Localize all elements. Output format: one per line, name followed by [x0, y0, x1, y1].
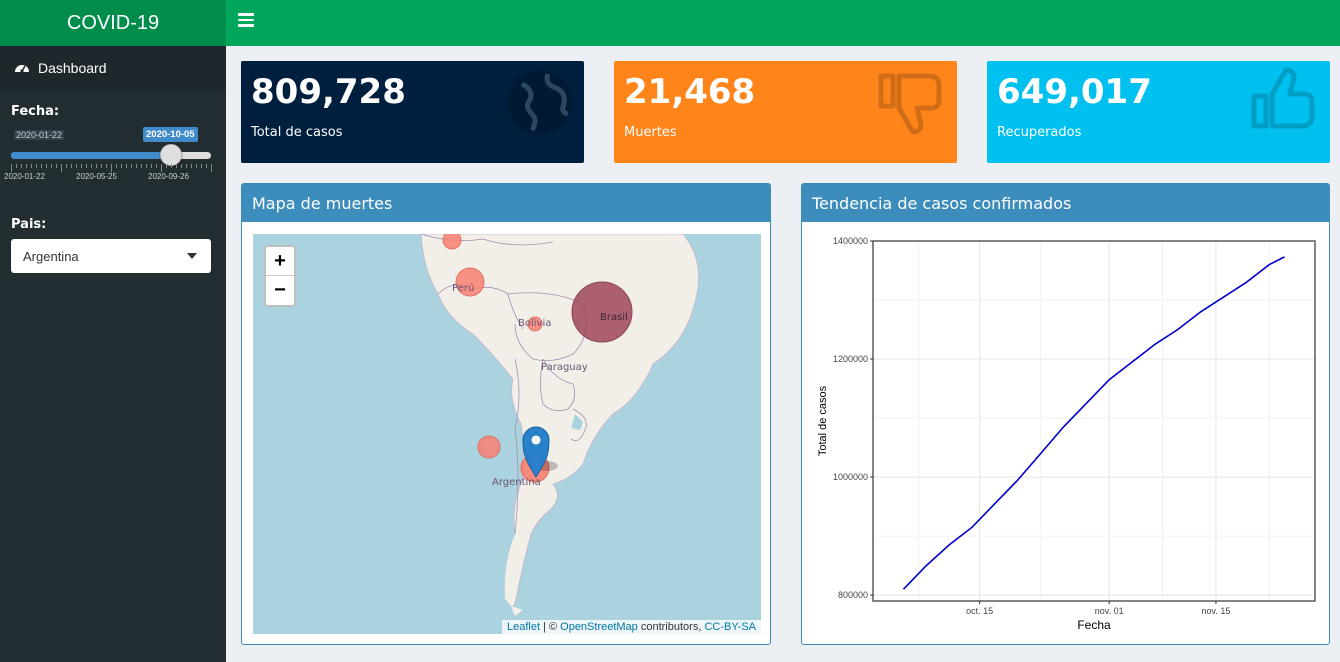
country-label: Argentina [492, 477, 541, 488]
chevron-down-icon [187, 253, 197, 259]
trend-chart: 800000 1000000 1200000 1400000 oct. 15 nov. 0… [817, 236, 1316, 632]
attribution-sep: | © [540, 621, 561, 633]
osm-link[interactable]: OpenStreetMap [560, 621, 638, 633]
deaths-label: Muertes [624, 125, 677, 140]
total-cases-box: 809,728 Total de casos [241, 61, 584, 163]
sidebar-toggle-icon[interactable] [238, 13, 254, 29]
country-label: Paraguay [541, 362, 588, 373]
license-link[interactable]: CC-BY-SA [704, 621, 756, 633]
date-filter-label: Fecha: [11, 104, 60, 119]
y-tick-label: 1400000 [833, 236, 868, 246]
zoom-out-button[interactable]: − [274, 279, 286, 301]
x-tick-label: nov. 01 [1095, 606, 1124, 616]
slider-track[interactable] [11, 152, 211, 159]
plot-area [873, 241, 1315, 601]
leaflet-map[interactable]: Perú Bolivia Brasil Paraguay Argentina +… [253, 234, 761, 634]
app-logo: COVID-19 [0, 0, 226, 46]
slider-current-label: 2020-10-05 [143, 127, 198, 142]
deaths-value: 21,468 [624, 72, 756, 112]
thumbs-up-icon [1251, 67, 1315, 129]
slider-grid-label: 2020-09-26 [148, 172, 189, 181]
x-tick-label: oct. 15 [966, 606, 993, 616]
slider-min-label: 2020-01-22 [14, 130, 65, 140]
sidebar-item-dashboard[interactable]: Dashboard [0, 46, 226, 90]
country-label: Brasil [600, 312, 628, 323]
date-slider[interactable]: 2020-01-22 2020-10-05 2020-01-22 2020-05… [0, 124, 226, 184]
country-select-value: Argentina [23, 249, 79, 264]
slider-ticks [11, 164, 212, 174]
attribution-text: contributors, [637, 621, 705, 633]
sidebar: Dashboard Fecha: 2020-01-22 2020-10-05 2… [0, 46, 226, 662]
recovered-box: 649,017 Recuperados [987, 61, 1330, 163]
y-tick-label: 1000000 [833, 472, 868, 482]
zoom-in-button[interactable]: + [266, 247, 294, 276]
deaths-box: 21,468 Muertes [614, 61, 957, 163]
total-cases-value: 809,728 [251, 72, 406, 112]
sidebar-item-label: Dashboard [38, 60, 107, 76]
chart-panel-title: Tendencia de casos confirmados [802, 184, 1329, 222]
globe-icon [508, 70, 572, 134]
leaflet-link[interactable]: Leaflet [506, 621, 540, 633]
y-tick-label: 800000 [838, 590, 868, 600]
country-filter-label: Pais: [11, 217, 47, 232]
map-panel-title: Mapa de muertes [242, 184, 770, 222]
slider-grid-label: 2020-01-22 [4, 172, 45, 181]
top-navbar [226, 0, 1340, 46]
y-tick-label: 1200000 [833, 354, 868, 364]
recovered-value: 649,017 [997, 72, 1152, 112]
y-axis-label: Total de casos [817, 385, 829, 456]
dashboard-icon [15, 65, 29, 73]
map-panel: Mapa de muertes Perú Bolivia Brasil Pa [241, 183, 771, 645]
slider-fill [11, 152, 171, 159]
country-label: Perú [452, 283, 475, 294]
series-line [902, 256, 1285, 590]
zoom-control: + − [264, 245, 296, 307]
slider-grid-label: 2020-05-25 [76, 172, 117, 181]
country-label: Bolivia [518, 318, 552, 329]
recovered-label: Recuperados [997, 125, 1082, 140]
map-attribution: Leaflet | © OpenStreetMap contributors, … [501, 620, 761, 634]
slider-handle[interactable] [160, 144, 182, 166]
chart-panel: Tendencia de casos confirmados 800000 100… [801, 183, 1330, 645]
x-tick-label: nov. 15 [1202, 606, 1231, 616]
country-select[interactable]: Argentina [11, 239, 211, 273]
total-cases-label: Total de casos [251, 125, 343, 140]
x-axis-label: Fecha [1077, 618, 1111, 632]
plot-border [872, 240, 1316, 602]
thumbs-down-icon [878, 73, 942, 135]
map-tiles [420, 234, 699, 616]
